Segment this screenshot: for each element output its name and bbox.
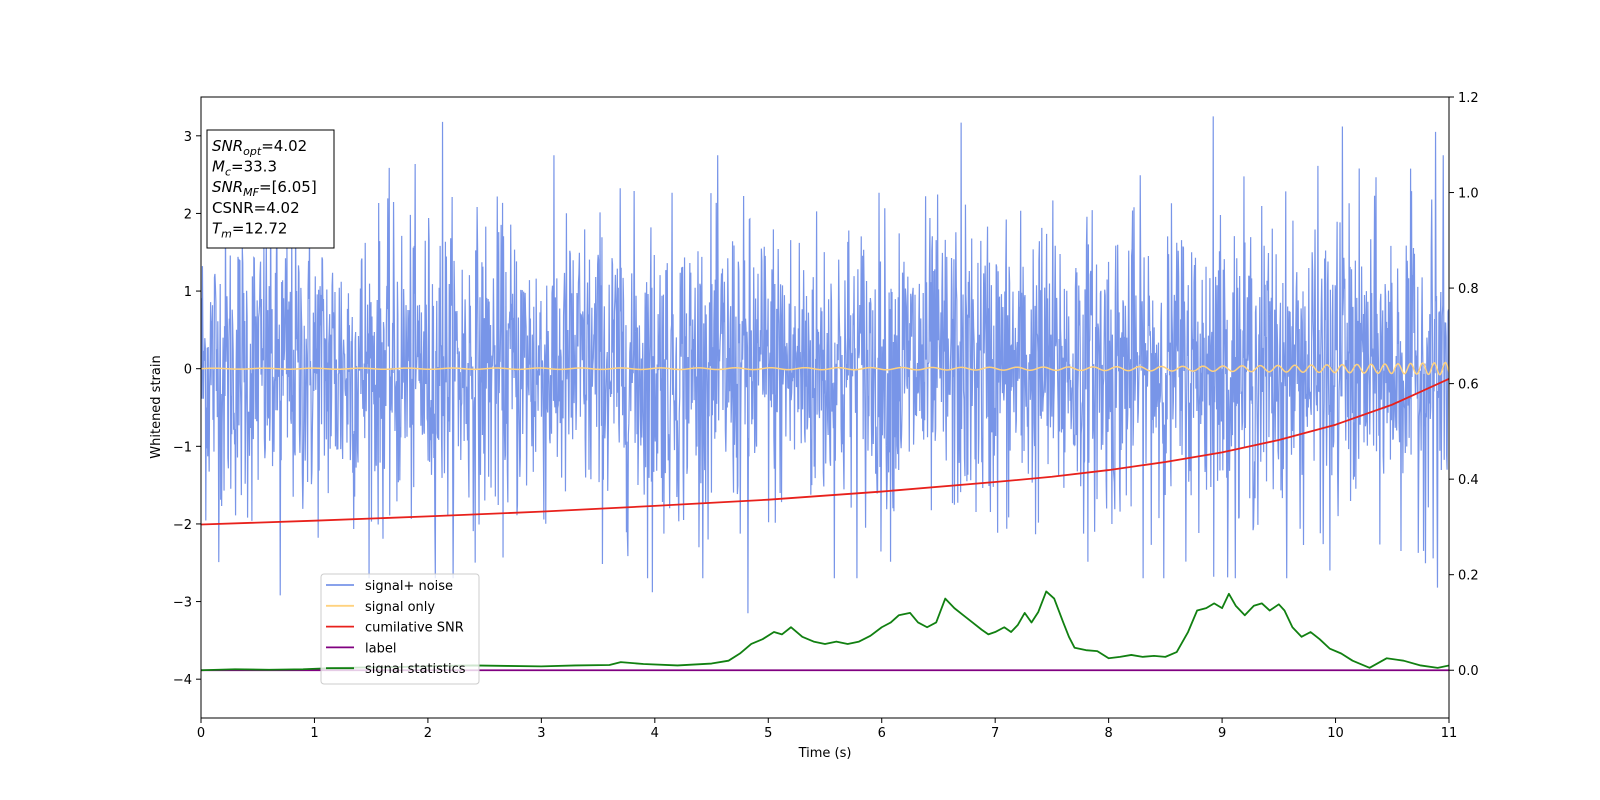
x-axis-label: Time (s) (798, 746, 852, 761)
legend-entry-label: signal+ noise (365, 579, 453, 594)
x-tick-label: 2 (424, 726, 432, 741)
y-tick-label: 3 (184, 130, 192, 145)
info-value: =4.02 (254, 199, 300, 217)
info-value: =33.3 (231, 158, 277, 176)
x-tick-label: 1 (310, 726, 318, 741)
info-line: SNRopt=4.02 (212, 137, 307, 158)
info-value: =12.72 (232, 219, 288, 237)
y2-tick-label: 0.4 (1458, 473, 1479, 488)
y-tick-label: −4 (173, 673, 192, 688)
info-symbol: CSNR (212, 199, 254, 217)
series-line (201, 361, 1449, 376)
y-tick-label: 2 (184, 207, 192, 222)
series-line (201, 116, 1449, 614)
x-axis: 0 1 2 3 4 5 6 7 8 9 10 11 (197, 718, 1457, 741)
x-tick-label: 11 (1441, 726, 1458, 741)
series-line (201, 378, 1449, 526)
y-tick-label: −3 (173, 596, 192, 611)
series-line (201, 590, 1449, 672)
x-tick-label: 3 (537, 726, 545, 741)
y-tick-label: 1 (184, 285, 192, 300)
x-tick-label: 7 (991, 726, 999, 741)
legend-entry-label: signal statistics (365, 662, 466, 677)
info-line: SNRMF=[6.05] (212, 178, 317, 199)
y-tick-label: 0 (184, 363, 192, 378)
legend-entry-label: cumilative SNR (365, 621, 464, 636)
x-tick-label: 10 (1327, 726, 1344, 741)
legend-frame (320, 573, 480, 685)
y2-tick-label: 0.8 (1458, 282, 1479, 297)
info-box: SNRopt=4.02Mc=33.3SNRMF=[6.05]CSNR=4.02T… (206, 129, 335, 249)
legend-entry-label: signal only (365, 600, 435, 615)
y2-tick-label: 1.0 (1458, 187, 1479, 202)
plot-frame (200, 96, 1450, 719)
x-tick-label: 8 (1104, 726, 1112, 741)
info-value: =[6.05] (259, 178, 317, 196)
info-subscript: opt (243, 145, 262, 158)
y-axis-label: Whitened strain (149, 355, 164, 458)
x-tick-label: 5 (764, 726, 772, 741)
y-tick-label: −1 (173, 440, 192, 455)
info-line: Mc=33.3 (212, 158, 277, 179)
info-subscript: c (225, 166, 231, 179)
y2-tick-label: 1.2 (1458, 91, 1479, 106)
y2-tick-label: 0.6 (1458, 378, 1479, 393)
x-tick-label: 0 (197, 726, 205, 741)
info-symbol: SNR (212, 137, 243, 155)
info-subscript: m (221, 227, 232, 240)
info-line: Tm=12.72 (212, 219, 287, 240)
y-axis-left: −4 −3 −2 −1 0 1 2 3 (173, 130, 201, 688)
y2-tick-label: 0.2 (1458, 569, 1479, 584)
y-tick-label: −2 (173, 518, 192, 533)
x-tick-label: 4 (651, 726, 659, 741)
info-line: CSNR=4.02 (212, 199, 300, 217)
info-symbol: T (212, 219, 223, 237)
info-symbol: SNR (212, 178, 243, 196)
y2-tick-label: 0.0 (1458, 664, 1479, 679)
legend-entry-label: label (365, 641, 396, 656)
legend: signal+ noise signal only cumilative SNR la… (320, 573, 480, 685)
x-tick-label: 6 (878, 726, 886, 741)
x-tick-label: 9 (1218, 726, 1226, 741)
y-axis-right: 0.0 0.2 0.4 0.6 0.8 1.0 1.2 (1449, 91, 1479, 679)
info-subscript: MF (243, 186, 259, 199)
info-box-frame (206, 129, 335, 249)
info-symbol: M (212, 158, 225, 176)
info-value: =4.02 (261, 137, 307, 155)
